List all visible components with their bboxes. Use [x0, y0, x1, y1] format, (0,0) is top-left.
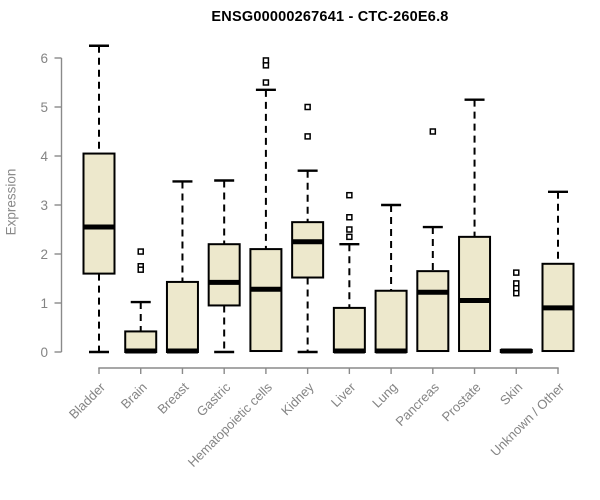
box-liver [332, 191, 366, 354]
y-tick-label: 6 [40, 51, 48, 66]
box-brain [124, 248, 158, 354]
box-skin [499, 269, 533, 354]
outlier-point [346, 233, 353, 241]
y-tick-label: 0 [40, 345, 48, 360]
x-tick-label-prostate: Prostate [439, 380, 484, 425]
x-tick-label-kidney: Kidney [278, 379, 317, 418]
outlier-point [137, 248, 144, 255]
y-tick-label: 2 [40, 247, 48, 262]
x-tick-label-pancreas: Pancreas [392, 379, 442, 429]
outlier-point [346, 191, 353, 199]
box-pancreas [416, 128, 450, 353]
y-tick-label: 3 [40, 198, 48, 213]
outlier-point [262, 62, 270, 69]
outlier-point [513, 269, 520, 276]
outlier-point [346, 214, 353, 221]
outlier-point [304, 133, 311, 140]
box-gastric [207, 179, 241, 354]
iqr-box [458, 235, 492, 353]
box-unknown-other [541, 190, 575, 353]
chart-title: ENSG00000267641 - CTC-260E6.8 [211, 9, 449, 25]
x-tick-label-unknown-other: Unknown / Other [488, 379, 568, 459]
box-hematopoietic-cells [249, 57, 283, 353]
x-tick-label-skin: Skin [497, 380, 525, 408]
outlier-point [429, 128, 437, 135]
iqr-box [416, 270, 450, 353]
iqr-box [374, 289, 408, 353]
outlier-point [262, 79, 270, 86]
outlier-point [304, 103, 311, 111]
x-tick-label-brain: Brain [118, 380, 150, 412]
box-kidney [291, 103, 325, 354]
box-bladder [82, 44, 116, 354]
x-tick-label-gastric: Gastric [194, 379, 234, 419]
x-tick-label-bladder: Bladder [66, 379, 109, 422]
y-tick-label: 1 [40, 296, 48, 311]
y-tick-label: 4 [40, 149, 48, 164]
x-tick-label-breast: Breast [154, 379, 191, 416]
y-tick-label: 5 [40, 100, 48, 115]
iqr-box [165, 280, 199, 353]
x-tick-label-liver: Liver [328, 379, 359, 410]
outlier-point [137, 266, 144, 273]
box-lung [374, 203, 408, 354]
iqr-box [249, 248, 283, 353]
iqr-box [332, 306, 366, 353]
iqr-box [82, 152, 116, 275]
outlier-point [513, 289, 520, 297]
iqr-box [291, 221, 325, 279]
x-tick-label-lung: Lung [369, 380, 400, 411]
box-prostate [458, 98, 492, 353]
box-breast [165, 180, 199, 354]
outlier-point [346, 226, 353, 233]
iqr-box [207, 243, 241, 307]
